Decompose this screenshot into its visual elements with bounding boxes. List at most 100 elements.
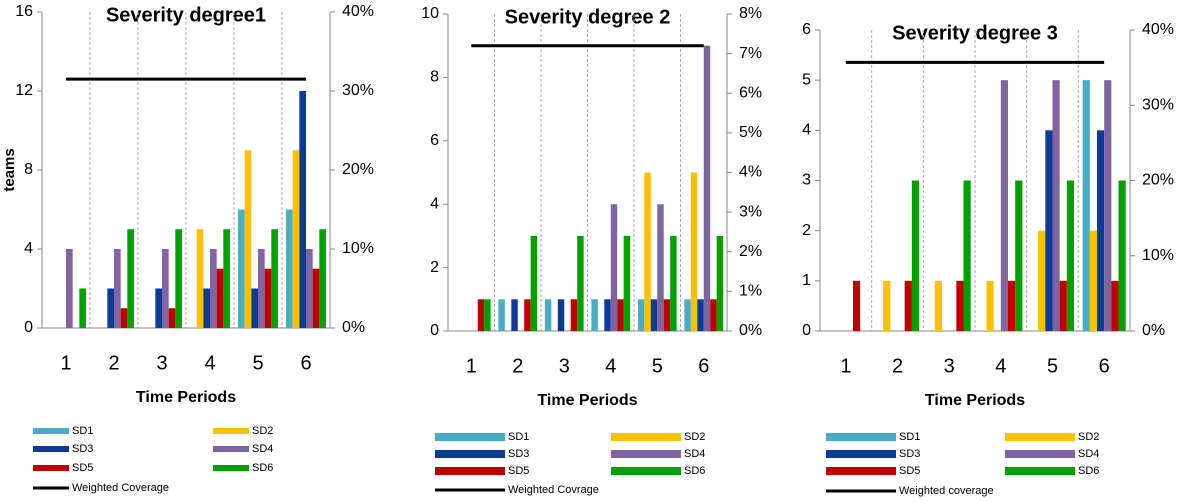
legend-label: SD1 xyxy=(508,431,529,443)
bar xyxy=(127,229,134,328)
y2-tick-label: 10% xyxy=(1142,247,1174,264)
y-tick-label: 2 xyxy=(802,222,811,239)
bar xyxy=(1089,230,1097,331)
y2-tick-label: 5% xyxy=(739,124,762,141)
bar xyxy=(617,299,624,331)
bar xyxy=(196,229,204,328)
y-tick-label: 8 xyxy=(24,161,33,178)
y2-tick-label: 3% xyxy=(739,203,762,220)
bar xyxy=(963,180,971,331)
bar xyxy=(1052,80,1060,332)
x-tick-label: 4 xyxy=(204,352,215,374)
bar xyxy=(477,299,485,331)
x-tick-label: 1 xyxy=(840,355,851,377)
bar xyxy=(690,172,698,331)
bar xyxy=(1082,80,1090,332)
y-tick-label: 3 xyxy=(802,172,811,189)
bar xyxy=(956,280,964,331)
x-tick-label: 2 xyxy=(892,355,903,377)
y2-tick-label: 0% xyxy=(739,322,762,339)
x-tick-label: 6 xyxy=(698,355,709,377)
y-tick-label: 10 xyxy=(421,5,439,22)
x-tick-label: 6 xyxy=(300,352,311,374)
y-tick-label: 16 xyxy=(15,3,33,20)
bar xyxy=(286,209,293,328)
bar xyxy=(216,268,224,328)
bar xyxy=(591,299,598,331)
bar xyxy=(904,280,912,331)
bar xyxy=(223,229,230,328)
bar xyxy=(853,280,861,331)
y-tick-label: 12 xyxy=(15,82,33,99)
bar xyxy=(264,268,272,328)
bar xyxy=(710,299,717,331)
legend-label: SD3 xyxy=(72,443,93,455)
bar xyxy=(1059,280,1067,331)
x-tick-label: 5 xyxy=(252,352,263,374)
bar xyxy=(1038,230,1046,331)
bar xyxy=(663,299,671,331)
legend-swatch xyxy=(826,467,896,475)
bar xyxy=(697,299,704,331)
legend-label: SD5 xyxy=(899,465,920,477)
y2-tick-label: 6% xyxy=(739,84,762,101)
bar xyxy=(577,235,584,331)
bar xyxy=(319,229,326,328)
bar xyxy=(79,288,86,328)
y2-tick-label: 1% xyxy=(739,283,762,300)
bar xyxy=(644,172,651,331)
bar xyxy=(107,288,114,328)
y-tick-label: 4 xyxy=(24,240,33,257)
x-tick-label: 3 xyxy=(559,355,570,377)
legend-label: SD1 xyxy=(72,425,93,437)
x-axis-title: Time Periods xyxy=(925,392,1025,409)
bar xyxy=(238,209,245,328)
bar xyxy=(657,204,664,331)
y-tick-label: 5 xyxy=(802,71,811,88)
bar xyxy=(637,299,645,331)
bar xyxy=(684,299,691,331)
y2-tick-label: 20% xyxy=(342,161,374,178)
bar xyxy=(1015,180,1023,331)
y2-tick-label: 30% xyxy=(342,82,374,99)
legend-swatch xyxy=(33,428,69,434)
legend-label: Weighted coverage xyxy=(899,485,994,497)
bar xyxy=(120,308,128,328)
bar xyxy=(650,299,658,331)
y-tick-label: 6 xyxy=(430,132,439,149)
bar xyxy=(604,299,611,331)
bar xyxy=(511,299,518,331)
legend-label: SD5 xyxy=(508,465,529,477)
y-tick-label: 0 xyxy=(430,322,439,339)
x-tick-label: 3 xyxy=(944,355,955,377)
y-axis-title: teams xyxy=(1,148,18,191)
bar xyxy=(557,299,565,331)
legend-label: SD3 xyxy=(508,448,529,460)
x-tick-label: 1 xyxy=(60,352,71,374)
legend-label: SD3 xyxy=(899,448,920,460)
bar xyxy=(530,235,538,331)
legend-swatch xyxy=(435,450,505,458)
y2-tick-label: 8% xyxy=(739,5,762,22)
legend-swatch xyxy=(1005,467,1075,475)
y2-tick-label: 40% xyxy=(1142,21,1174,38)
chart-panel: Severity degree 3 0 1 2 3 4 5 6 0% 10% 20% 30% 40% 1 2… xyxy=(802,21,1174,497)
legend-swatch xyxy=(1005,433,1075,441)
legend-label: SD6 xyxy=(1078,465,1099,477)
y-tick-label: 0 xyxy=(24,319,33,336)
bar xyxy=(251,288,258,328)
bar xyxy=(986,280,994,331)
x-tick-label: 4 xyxy=(995,355,1006,377)
legend-label: SD4 xyxy=(252,443,273,455)
legend-swatch xyxy=(611,467,681,475)
y2-tick-label: 40% xyxy=(342,3,374,20)
bar xyxy=(175,229,182,328)
y2-tick-label: 0% xyxy=(1142,322,1165,339)
bar xyxy=(1066,180,1075,331)
bar xyxy=(203,288,210,328)
legend-label: SD4 xyxy=(684,448,705,460)
legend-swatch xyxy=(611,450,681,458)
y-tick-label: 6 xyxy=(802,21,811,38)
